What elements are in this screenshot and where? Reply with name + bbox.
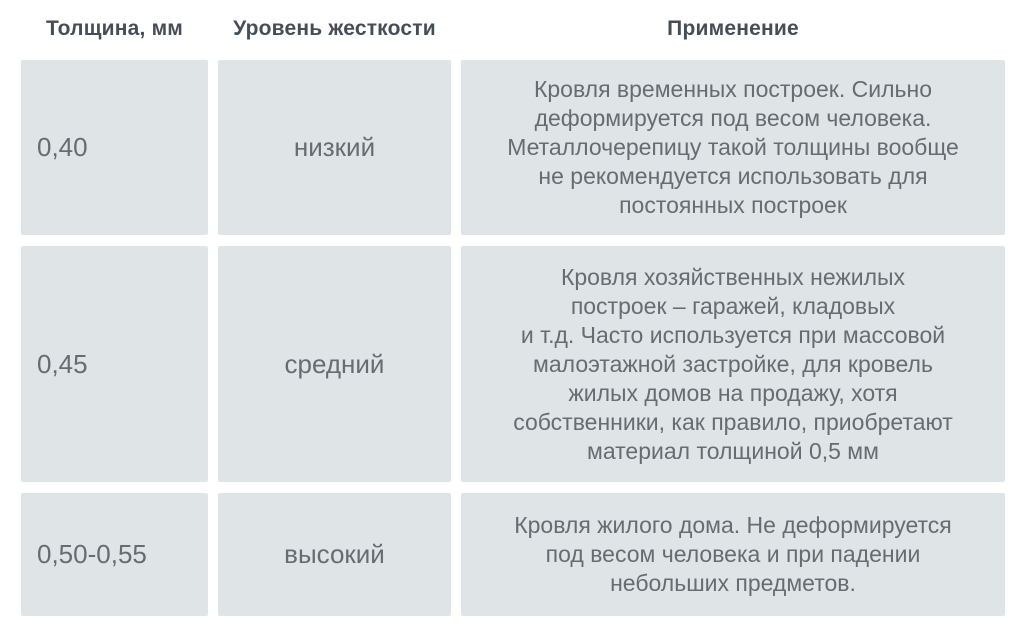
thickness-comparison-table: Толщина, мм Уровень жесткости Применение… [21, 9, 1024, 616]
table-row-1-stiffness-cell: низкий [218, 60, 451, 235]
stiffness-value: низкий [293, 132, 376, 162]
table-row-1-application-cell: Кровля временных построек. Сильно деформ… [461, 60, 1005, 235]
application-text: Кровля хозяйственных нежилых построек – … [513, 263, 953, 464]
application-text: Кровля временных построек. Сильно деформ… [507, 76, 959, 218]
stiffness-value: средний [284, 348, 385, 379]
thickness-value: 0,45 [37, 348, 88, 379]
table-row-3-application-cell: Кровля жилого дома. Не деформируется под… [461, 493, 1005, 616]
stiffness-value: высокий [284, 539, 385, 569]
table-row-2-thickness-cell: 0,45 [21, 246, 208, 482]
application-text: Кровля жилого дома. Не деформируется под… [514, 512, 952, 596]
column-header-stiffness: Уровень жесткости [233, 17, 436, 40]
column-header-application: Применение [667, 17, 799, 40]
table-row-1-thickness-cell: 0,40 [21, 60, 208, 235]
table-row-3-thickness-cell: 0,50-0,55 [21, 493, 208, 616]
column-header-thickness: Толщина, мм [45, 17, 184, 40]
thickness-value: 0,40 [37, 132, 88, 162]
table-row-3-stiffness-cell: высокий [218, 493, 451, 616]
table-row-2-stiffness-cell: средний [218, 246, 451, 482]
table-row-2-application-cell: Кровля хозяйственных нежилых построек – … [461, 246, 1005, 482]
thickness-value: 0,50-0,55 [37, 539, 147, 569]
